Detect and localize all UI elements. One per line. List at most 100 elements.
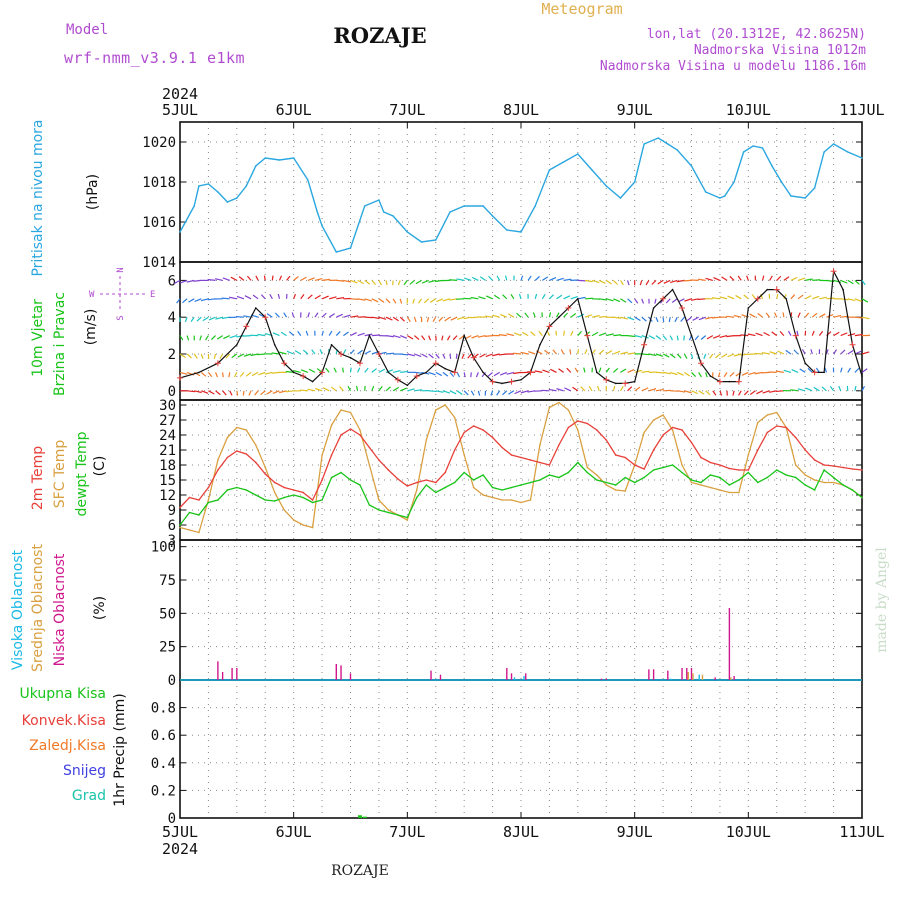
x-tick-label-top: 6JUL — [276, 101, 312, 119]
wind-arrow — [761, 275, 765, 281]
wind-arrow — [513, 371, 522, 375]
wind-arrow — [228, 372, 231, 378]
temp2m-line-point — [842, 466, 844, 469]
wind-speed-line-point — [501, 382, 503, 385]
temp2m-label: 2m Temp — [30, 446, 46, 510]
dewpt-line-point — [558, 476, 560, 479]
model-label: Model — [66, 22, 108, 38]
wind-arrow — [641, 316, 647, 322]
temp2m-line-point — [302, 491, 304, 494]
precip-bar — [362, 816, 367, 818]
wind-arrow — [698, 372, 702, 378]
sfc-temp-line-point — [198, 531, 200, 534]
wind-arrow — [570, 330, 574, 336]
wind-arrow — [599, 298, 607, 301]
sfc-temp-line — [179, 401, 863, 534]
pressure-line-point — [676, 149, 679, 151]
pressure-line-point — [321, 225, 323, 227]
pressure-line-point — [434, 239, 437, 241]
wind-arrow — [293, 370, 301, 373]
wind-arrow — [288, 331, 295, 337]
wind-speed-line-point — [198, 371, 200, 374]
temp2m-line-point — [577, 420, 579, 422]
wind-arrow — [711, 316, 720, 319]
wind-arrow — [456, 278, 465, 281]
sfc-temp-line-point — [747, 454, 750, 456]
panel-frame — [179, 679, 863, 819]
sfc-temp-line-point — [520, 501, 522, 504]
wind-arrow — [783, 276, 790, 281]
pressure-line-point — [482, 205, 484, 207]
wind-arrow — [619, 280, 624, 286]
temp2m-line-point — [586, 422, 589, 425]
wind-arrow — [215, 390, 221, 396]
wind-arrow — [754, 352, 763, 355]
dewpt-line-point — [207, 501, 210, 504]
wind-arrow — [442, 390, 451, 394]
sfc-temp-line-point — [179, 526, 181, 529]
dewpt-line-point — [700, 481, 702, 484]
wind-gust-marker — [754, 295, 761, 302]
wind-arrow — [861, 298, 869, 303]
wind-arrow — [357, 367, 361, 373]
wind-arrow — [741, 371, 749, 376]
wind-arrow — [464, 335, 472, 340]
temp2m-line-point — [416, 481, 418, 484]
wind-arrow — [180, 279, 188, 284]
temp2m-line-point — [179, 506, 181, 509]
sfc-temp-line-point — [378, 499, 380, 501]
wind-arrow — [285, 390, 294, 393]
wind-arrow — [336, 313, 343, 318]
wind-arrow — [258, 371, 266, 376]
wind-arrow — [238, 276, 245, 281]
compass-icon: N S W E — [89, 267, 155, 320]
temp2m-line-point — [188, 496, 191, 499]
sfc-temp-line-point — [700, 484, 702, 486]
wind-arrow — [804, 312, 810, 318]
wind-speed-line-point — [236, 344, 238, 346]
sfc-temp-line-point — [302, 524, 304, 526]
wind-arrow — [838, 385, 842, 392]
temp2m-line-point — [529, 459, 532, 461]
wind-arrow — [216, 335, 223, 340]
wind-gust-marker — [432, 360, 439, 367]
wind-arrow — [613, 316, 622, 319]
pressure-line-point — [548, 169, 551, 171]
y-tick-label: 6 — [168, 518, 176, 534]
dewpt-line-point — [681, 471, 683, 474]
x-tick-label-top: 10JUL — [726, 101, 771, 119]
dewpt-line-point — [605, 481, 608, 484]
sfc-temp-line-point — [823, 481, 825, 484]
wind-arrow — [612, 279, 618, 285]
sfc-temp-line-point — [586, 466, 589, 469]
wind-arrow — [775, 390, 784, 393]
wind-arrow — [641, 353, 650, 356]
wind-arrow — [414, 371, 423, 374]
wind-gust-marker — [508, 378, 515, 385]
wind-arrow — [307, 294, 313, 300]
sfc-temp-line-point — [501, 499, 503, 501]
temp2m-line-point — [434, 481, 437, 484]
wind-arrow — [423, 298, 430, 304]
y-tick-label: 75 — [159, 573, 176, 589]
temp2m-line-point — [747, 469, 750, 471]
sfc-temp-line-point — [425, 439, 428, 441]
wind-arrow — [597, 385, 600, 391]
wind-arrow — [230, 276, 238, 281]
wind-arrow — [541, 389, 550, 392]
wind-arrow — [705, 372, 708, 378]
wind-arrow — [314, 277, 323, 281]
temp2m-line-point — [501, 446, 503, 449]
wind-arrow — [705, 390, 711, 396]
wind-gust-marker — [622, 380, 629, 387]
sfc-temp-line-point — [671, 429, 674, 431]
wind-arrow — [826, 297, 835, 300]
wind-arrow — [355, 385, 359, 391]
wind-arrow — [428, 335, 432, 341]
wind-arrow — [840, 367, 843, 373]
wind-arrow — [645, 280, 650, 286]
wind-arrow — [342, 367, 344, 373]
sfc-temp-line-point — [359, 429, 361, 431]
sfc-temp-line-point — [652, 419, 655, 421]
